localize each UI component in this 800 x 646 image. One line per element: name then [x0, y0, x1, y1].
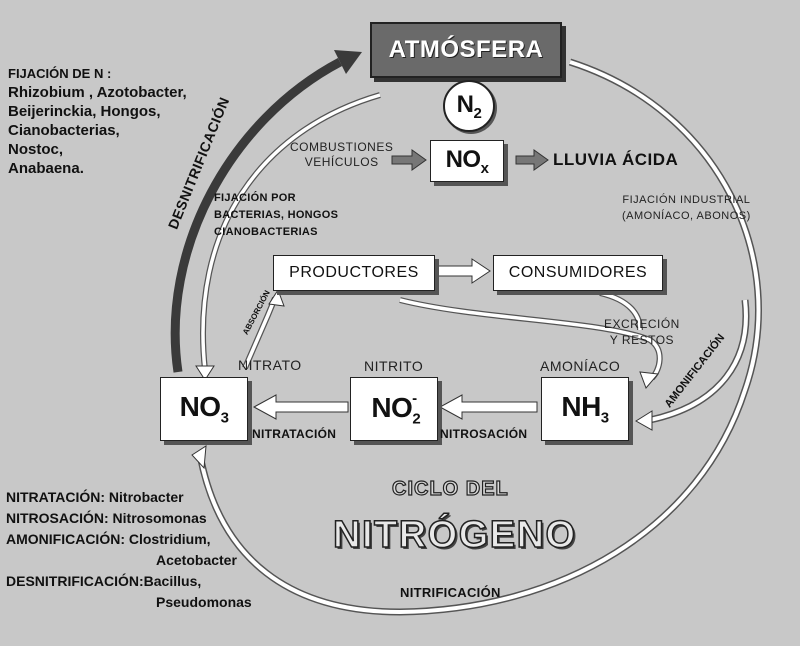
lluvia-acida-label: LLUVIA ÁCIDA	[553, 150, 679, 169]
microorganisms-list: NITRATACIÓN: Nitrobacter NITROSACIÓN: Ni…	[6, 487, 252, 613]
atmosfera-box: ATMÓSFERA	[370, 22, 562, 78]
fijacion-n-line: Cianobacterias,	[8, 122, 120, 139]
list-item: NITRATACIÓN: Nitrobacter	[6, 489, 184, 505]
fijacion-n-line: Beijerinckia, Hongos,	[8, 103, 161, 120]
productores-box: PRODUCTORES	[273, 255, 435, 291]
list-item: NITROSACIÓN: Nitrosomonas	[6, 510, 207, 526]
fijacion-industrial-label: FIJACIÓN INDUSTRIAL (AMONÍACO, ABONOS)	[622, 194, 751, 222]
combustion-to-nox-arrow	[391, 149, 427, 171]
fijacion-n-line: Anabaena.	[8, 160, 84, 177]
nitrificacion-arrowhead	[191, 445, 207, 470]
desnitrificacion-arrow-path	[170, 58, 343, 373]
nox-formula: NO	[445, 145, 482, 173]
productores-label: PRODUCTORES	[289, 264, 419, 281]
consumidores-label: CONSUMIDORES	[508, 264, 648, 281]
fijacion-n-line: Nostoc,	[8, 141, 64, 158]
fijacion-bacterias-label: FIJACIÓN POR BACTERIAS, HONGOS CIANOBACT…	[214, 192, 339, 238]
nh3-box: NH3	[541, 377, 629, 441]
consumidores-box: CONSUMIDORES	[493, 255, 663, 291]
excrecion-label: EXCRECIÓN Y RESTOS	[604, 317, 680, 347]
nitratacion-label: NITRATACIÓN	[252, 427, 337, 441]
no3-box: NO3	[160, 377, 248, 441]
list-item: Acetobacter	[156, 552, 237, 568]
nh3-to-no2-arrow	[438, 394, 538, 420]
nitrato-label: NITRATO	[238, 357, 302, 373]
productores-to-consumidores-arrow	[437, 258, 491, 284]
no3-formula: NO	[179, 391, 222, 423]
nox-box: NOx	[430, 140, 504, 182]
list-item: Pseudomonas	[156, 594, 252, 610]
combustiones-label: COMBUSTIONES VEHÍCULOS	[290, 140, 394, 169]
list-item: AMONIFICACIÓN: Clostridium,	[6, 531, 211, 547]
fijacion-n-title: FIJACIÓN DE N :	[8, 66, 112, 81]
fijacion-n-list: FIJACIÓN DE N : Rhizobium , Azotobacter,…	[8, 64, 187, 178]
amoniaco-label: AMONÍACO	[540, 358, 621, 374]
nitrito-label: NITRITO	[364, 358, 424, 374]
nox-to-lluvia-arrow	[515, 149, 549, 171]
no2-box: NO2-	[350, 377, 438, 441]
fijacion-n-line: Rhizobium , Azotobacter,	[8, 84, 187, 101]
ciclo-del-title: CICLO DEL	[391, 477, 509, 500]
nh3-formula: NH	[561, 391, 601, 423]
atmosfera-label: ATMÓSFERA	[388, 36, 544, 63]
n2-formula: N	[456, 90, 474, 118]
no2-formula: NO	[371, 392, 413, 424]
no2-to-no3-arrow	[252, 394, 349, 420]
n2-circle: N2	[443, 80, 495, 132]
nitrogeno-title: NITRÓGENO	[332, 513, 577, 557]
nitrificacion-label: NITRIFICACIÓN	[400, 585, 501, 600]
list-item: DESNITRIFICACIÓN:Bacillus,	[6, 573, 202, 589]
nitrosacion-label: NITROSACIÓN	[440, 427, 528, 441]
